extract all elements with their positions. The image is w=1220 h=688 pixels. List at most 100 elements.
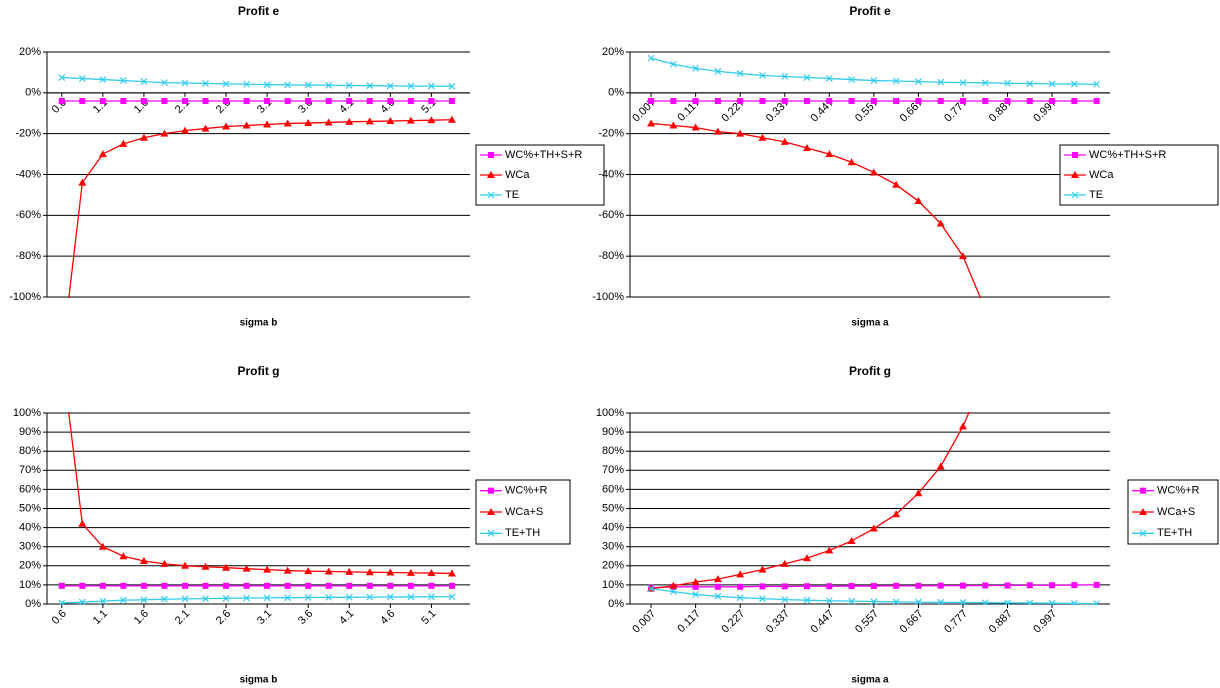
y-tick-label: -80% [598,250,624,262]
y-tick-label: 30% [19,541,41,553]
y-tick-label: 90% [19,426,41,438]
x-tick-label: 0.887 [987,608,1015,636]
marker [448,82,456,90]
y-tick-label: -40% [598,168,624,180]
y-tick-label: 80% [19,445,41,457]
marker [243,582,250,589]
marker [1048,599,1056,605]
marker [981,305,989,312]
marker [691,123,700,131]
marker [848,76,855,83]
marker [670,98,677,104]
marker [1026,80,1034,88]
marker [386,82,394,90]
legend: WC%+TH+S+R WCa TE [475,144,605,206]
marker [781,73,789,80]
marker [78,178,87,186]
marker [58,74,66,81]
marker [1026,599,1034,605]
marker [981,371,989,378]
marker [202,582,209,589]
marker [407,98,414,104]
marker [263,120,272,128]
marker [99,597,107,605]
marker [781,596,789,604]
marker [647,585,655,593]
marker [58,599,66,605]
marker [692,98,699,104]
marker [447,569,456,577]
marker [181,79,189,87]
marker [345,567,354,575]
marker [781,583,788,590]
marker [222,122,231,130]
y-tick-label: -20% [598,128,624,140]
marker [825,150,834,158]
y-tick-label: 100% [13,407,41,419]
y-tick-label: 0% [608,598,624,610]
series-line [650,412,970,590]
chart-title: Profit g [849,364,891,378]
marker [736,570,745,578]
x-tick-label: 0.227 [719,608,747,636]
marker [120,582,127,589]
marker [847,158,856,166]
y-tick-label: 20% [602,560,624,572]
marker [487,171,495,178]
marker [119,552,128,560]
marker [202,80,209,87]
legend-label: WC%+TH+S+R [1089,149,1166,161]
marker [427,116,436,124]
x-tick-label: 0.337 [764,608,792,636]
y-tick-label: 50% [19,502,41,514]
marker [488,152,494,158]
legend-label: WCa+S [505,506,543,518]
legend-label: WC%+R [1157,485,1200,497]
marker [407,582,414,589]
y-tick-label: 40% [19,522,41,534]
marker [1070,80,1078,88]
chart-panel: Profit e-100%-80%-60%-40%-20%0%20%0.007 0… [592,4,1219,329]
marker [892,598,900,605]
marker [1071,171,1079,178]
marker [647,119,656,127]
marker [140,98,147,104]
y-tick-label: 0% [608,87,624,99]
marker [223,582,230,589]
marker [78,75,86,82]
marker [284,98,291,104]
marker [202,595,209,603]
marker [222,80,230,88]
legend-label: TE [505,189,519,201]
y-tick-label: -60% [598,209,624,221]
legend-label: WCa+S [1157,506,1195,518]
marker [780,137,789,145]
marker [242,121,251,129]
marker [669,581,678,589]
marker [1139,529,1147,537]
marker [713,575,722,583]
marker [98,150,107,158]
marker [981,599,989,605]
x-tick-label: 2.1 [173,608,192,627]
marker [1093,80,1101,88]
marker [242,564,251,572]
marker [892,180,901,188]
marker [119,596,127,604]
marker [780,559,789,567]
x-tick-label: 0.777 [942,608,970,636]
marker [826,583,833,590]
marker [759,72,766,79]
marker [982,98,989,104]
marker [448,593,456,601]
marker [180,561,189,569]
marker [283,119,292,127]
marker [893,98,900,104]
marker [140,596,148,604]
y-tick-label: -60% [15,209,41,221]
marker [304,81,312,89]
y-tick-label: 0% [25,598,41,610]
marker [759,583,766,590]
marker [427,593,435,601]
legend-label: WCa [1089,169,1114,181]
